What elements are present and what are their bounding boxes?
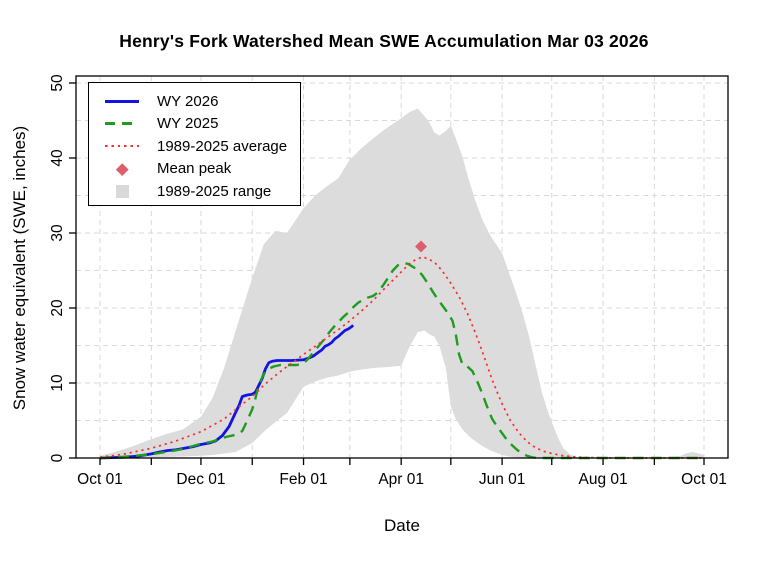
x-tick-label: Jun 01 <box>479 471 526 488</box>
y-axis-label: Snow water equivalent (SWE, inches) <box>10 125 29 411</box>
legend-label: Mean peak <box>157 160 232 178</box>
x-tick-label: Feb 01 <box>279 471 327 488</box>
x-axis-label: Date <box>384 516 420 535</box>
legend-item-range: 1989-2025 range <box>99 180 300 203</box>
chart-title: Henry's Fork Watershed Mean SWE Accumula… <box>119 31 649 51</box>
y-tick-label: 10 <box>49 374 66 392</box>
dotted-line-icon <box>99 145 145 148</box>
legend-label: 1989-2025 average <box>157 137 288 155</box>
legend-label: WY 2025 <box>157 115 219 133</box>
legend-item-wy2025: WY 2025 <box>99 113 300 136</box>
solid-line-icon <box>99 99 145 103</box>
y-tick-label: 40 <box>49 149 66 167</box>
x-tick-label: Oct 01 <box>77 471 123 488</box>
x-tick-label: Apr 01 <box>378 471 424 488</box>
y-tick-label: 30 <box>49 224 66 242</box>
legend-box: WY 2026 WY 2025 1989-2025 average Mean p… <box>88 82 301 206</box>
wy2025-line <box>99 261 704 460</box>
legend-item-mean-peak: Mean peak <box>99 158 300 181</box>
y-tick-label: 0 <box>49 453 66 462</box>
plot-box <box>75 75 729 459</box>
y-tick-label: 50 <box>49 74 66 92</box>
legend-label: WY 2026 <box>157 92 219 110</box>
diamond-icon <box>99 162 145 175</box>
x-tick-label: Oct 01 <box>681 471 727 488</box>
range-band-area <box>100 108 704 458</box>
y-tick-label: 20 <box>49 299 66 317</box>
gray-square-icon <box>99 184 145 198</box>
dashed-line-icon <box>99 122 145 126</box>
mean-peak-marker <box>415 240 428 253</box>
legend-item-wy2026: WY 2026 <box>99 90 300 113</box>
legend-label: 1989-2025 range <box>157 182 272 200</box>
legend-item-average: 1989-2025 average <box>99 135 300 158</box>
x-tick-label: Dec 01 <box>176 471 225 488</box>
x-tick-label: Aug 01 <box>578 471 627 488</box>
